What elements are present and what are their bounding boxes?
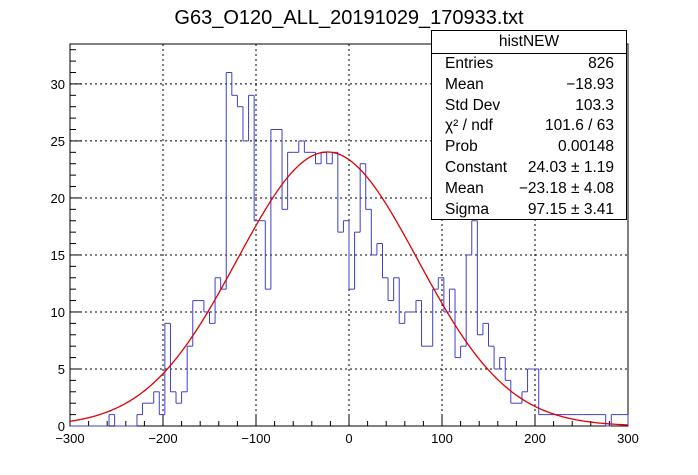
x-tick-label: 200 bbox=[524, 431, 546, 446]
y-tick-label: 25 bbox=[51, 134, 65, 149]
stats-label: χ² / ndf bbox=[445, 117, 493, 135]
stats-value: 24.03 ± 1.19 bbox=[527, 158, 614, 176]
x-tick-label: 0 bbox=[345, 431, 352, 446]
axis-tick-labels: −300 −200 −100 0 100 200 300 0 5 10 15 20 25 30 bbox=[51, 77, 639, 446]
stats-label: Mean bbox=[445, 179, 484, 197]
stats-row-sigma: Sigma 97.15 ± 3.41 bbox=[432, 200, 626, 221]
fit-curve bbox=[69, 151, 629, 426]
stats-row-mean: Mean −18.93 bbox=[432, 75, 626, 96]
stats-rows: Entries 826 Mean −18.93 Std Dev 103.3 χ²… bbox=[432, 54, 626, 220]
stats-value: 0.00148 bbox=[557, 138, 614, 156]
x-tick-label: −100 bbox=[241, 431, 270, 446]
stats-row-constant: Constant 24.03 ± 1.19 bbox=[432, 158, 626, 179]
y-tick-label: 10 bbox=[51, 305, 65, 320]
stats-label: Std Dev bbox=[445, 96, 501, 114]
stats-row-fit-mean: Mean −23.18 ± 4.08 bbox=[432, 179, 626, 200]
stats-label: Constant bbox=[445, 158, 508, 176]
x-tick-label: 100 bbox=[431, 431, 453, 446]
stats-label: Entries bbox=[445, 55, 494, 72]
stats-row-chi2-ndf: χ² / ndf 101.6 / 63 bbox=[432, 116, 626, 137]
y-tick-label: 20 bbox=[51, 191, 65, 206]
y-tick-label: 5 bbox=[58, 362, 65, 377]
y-tick-label: 30 bbox=[51, 77, 65, 92]
x-tick-label: −300 bbox=[55, 431, 84, 446]
y-tick-label: 15 bbox=[51, 248, 65, 263]
stats-row-std-dev: Std Dev 103.3 bbox=[432, 96, 626, 117]
stats-label: Mean bbox=[445, 75, 484, 93]
stats-value: 103.3 bbox=[575, 96, 614, 114]
stats-value: 97.15 ± 3.41 bbox=[527, 200, 614, 218]
histogram-bins bbox=[70, 72, 629, 427]
stats-label: Sigma bbox=[445, 200, 489, 218]
stats-box: histNEW Entries 826 Mean −18.93 Std Dev … bbox=[431, 30, 627, 220]
stats-value: −23.18 ± 4.08 bbox=[518, 179, 614, 197]
x-tick-label: 300 bbox=[617, 431, 639, 446]
stats-title: histNEW bbox=[432, 31, 626, 54]
y-tick-label: 0 bbox=[58, 419, 65, 434]
gaussian-fit bbox=[69, 151, 629, 426]
stats-label: Prob bbox=[445, 138, 478, 156]
stats-value: 101.6 / 63 bbox=[545, 117, 614, 135]
stats-row-entries: Entries 826 bbox=[432, 54, 626, 75]
stats-value: 826 bbox=[588, 55, 614, 72]
chart-title: G63_O120_ALL_20191029_170933.txt bbox=[174, 7, 524, 29]
stats-row-prob: Prob 0.00148 bbox=[432, 137, 626, 158]
x-tick-label: −200 bbox=[148, 431, 177, 446]
stats-value: −18.93 bbox=[566, 75, 614, 93]
